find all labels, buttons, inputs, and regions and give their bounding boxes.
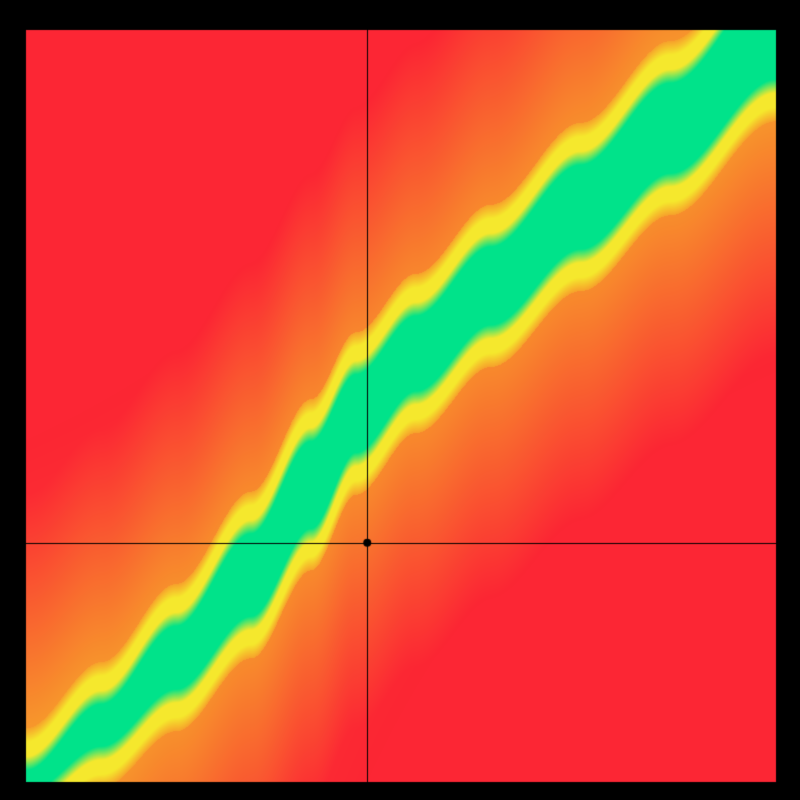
bottleneck-heatmap bbox=[0, 0, 800, 800]
chart-frame: TheBottleneck.com bbox=[0, 0, 800, 800]
